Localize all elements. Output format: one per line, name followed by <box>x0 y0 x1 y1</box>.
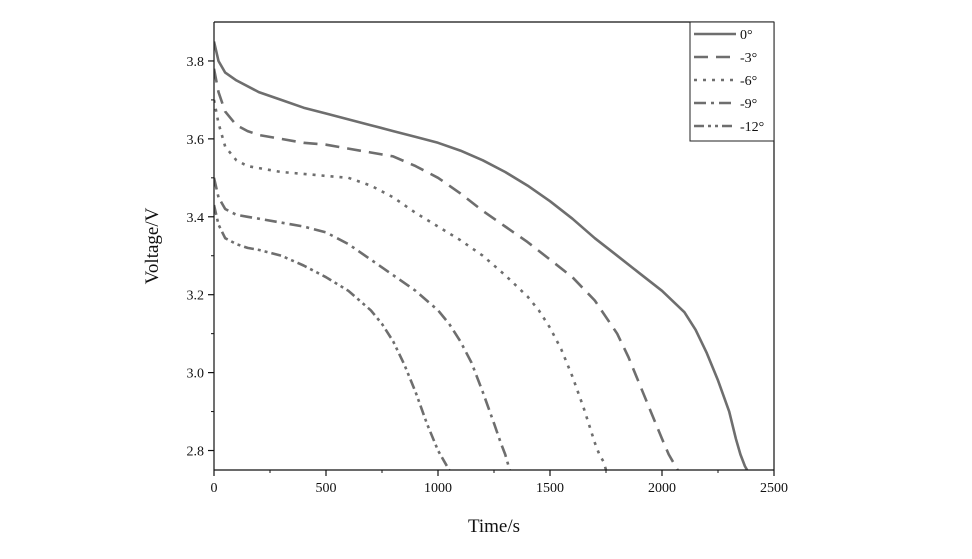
y-tick-label: 3.6 <box>187 133 205 148</box>
y-tick-label: 2.8 <box>187 445 205 460</box>
legend-label-3: -9° <box>740 97 757 112</box>
y-tick-label: 3.8 <box>187 55 205 70</box>
x-axis-title: Time/s <box>468 516 520 537</box>
x-tick-label: 0 <box>211 481 218 496</box>
ticks: 0 500 1000 1500 2000 2500 2.8 3.0 3.2 3.4 3.6 3.8 <box>187 55 789 496</box>
legend-box <box>689 21 775 142</box>
series-line-1 <box>214 68 679 470</box>
x-tick-label: 2500 <box>760 481 788 496</box>
legend: 0° -3° -6° -9° -12° <box>689 21 775 142</box>
legend-label-0: 0° <box>740 28 753 43</box>
plot-lines <box>214 41 749 470</box>
x-tick-label: 1500 <box>536 481 564 496</box>
x-tick-label: 2000 <box>648 481 676 496</box>
y-tick-label: 3.0 <box>187 367 205 382</box>
series-line-3 <box>214 177 511 470</box>
series-line-2 <box>214 99 608 470</box>
series-line-4 <box>214 204 451 470</box>
y-tick-label: 3.2 <box>187 289 205 304</box>
legend-label-1: -3° <box>740 51 757 66</box>
x-tick-label: 1000 <box>424 481 452 496</box>
series-line-0 <box>214 41 749 470</box>
legend-label-4: -12° <box>740 120 764 135</box>
x-tick-label: 500 <box>316 481 337 496</box>
legend-label-2: -6° <box>740 74 757 89</box>
y-axis-title: Voltage/V <box>142 207 163 284</box>
y-tick-label: 3.4 <box>187 211 205 226</box>
